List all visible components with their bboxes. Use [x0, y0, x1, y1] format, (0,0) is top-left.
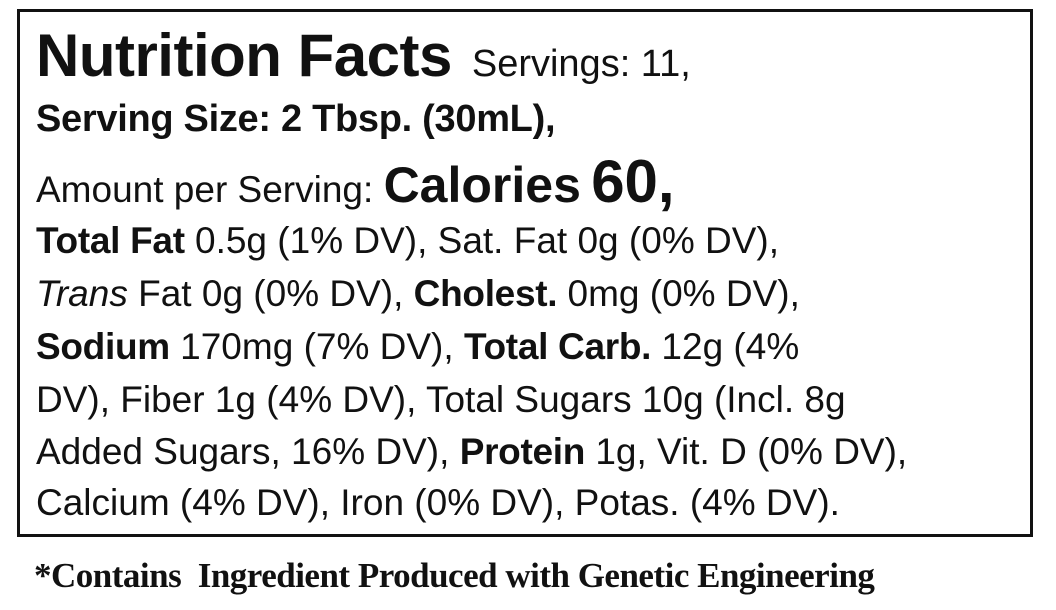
- calories-value: 60,: [591, 148, 675, 215]
- footnote: *Contains Ingredient Produced with Genet…: [34, 556, 875, 595]
- label-box: Nutrition Facts Servings: 11, Serving Siz…: [17, 9, 1033, 537]
- nutrient-text: Trans: [36, 273, 128, 314]
- nutrient-text: 0mg (0% DV),: [567, 273, 800, 314]
- nutrient-name: Total Carb.: [463, 326, 652, 367]
- nutrient-line: Total Fat 0.5g (1% DV), Sat. Fat 0g (0% …: [36, 222, 779, 259]
- nutrient-line: Calcium (4% DV), Iron (0% DV), Potas. (4…: [36, 484, 840, 521]
- nutrient-text: Added Sugars, 16% DV),: [36, 431, 450, 472]
- nutrient-text: Fat 0g (0% DV),: [138, 273, 404, 314]
- nutrient-text: 12g (4%: [661, 326, 800, 367]
- nutrient-text: 1g, Vit. D (0% DV),: [595, 431, 908, 472]
- nutrient-text: DV), Fiber 1g (4% DV), Total Sugars 10g …: [36, 379, 846, 420]
- title-line: Nutrition Facts Servings: 11,: [36, 26, 691, 86]
- amount-per-serving: Amount per Serving:: [36, 169, 374, 210]
- servings: Servings: 11,: [471, 43, 691, 85]
- nutrient-name: Protein: [459, 431, 586, 472]
- title: Nutrition Facts: [36, 22, 452, 89]
- calories-label: Calories: [383, 157, 581, 213]
- nutrient-line: Sodium 170mg (7% DV), Total Carb. 12g (4…: [36, 328, 799, 365]
- nutrient-line: Added Sugars, 16% DV), Protein 1g, Vit. …: [36, 433, 907, 470]
- nutrient-text: 170mg (7% DV),: [180, 326, 454, 367]
- serving-size: Serving Size: 2 Tbsp. (30mL),: [36, 98, 556, 140]
- calories-line: Amount per Serving: Calories 60,: [36, 152, 675, 212]
- nutrient-name: Sodium: [36, 326, 170, 367]
- nutrient-name: Cholest.: [413, 273, 558, 314]
- nutrient-text: Calcium (4% DV), Iron (0% DV), Potas. (4…: [36, 482, 840, 523]
- nutrient-line: Trans Fat 0g (0% DV), Cholest. 0mg (0% D…: [36, 275, 800, 312]
- nutrient-line: DV), Fiber 1g (4% DV), Total Sugars 10g …: [36, 381, 846, 418]
- nutrient-text: 0.5g (1% DV), Sat. Fat 0g (0% DV),: [195, 220, 779, 261]
- nutrient-name: Total Fat: [36, 220, 185, 261]
